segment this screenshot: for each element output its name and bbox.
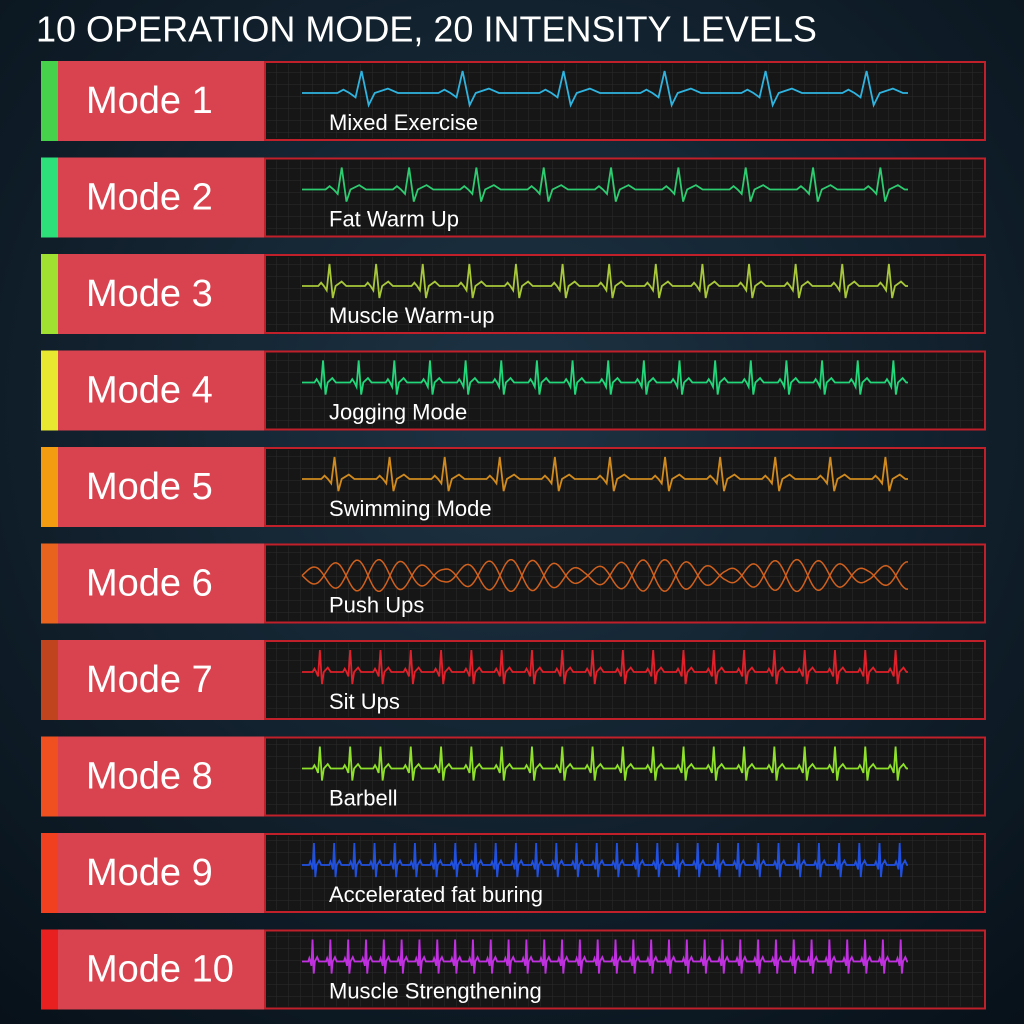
waveform [302,456,908,492]
mode-label: Mode 1 [86,80,213,122]
waveform [302,939,908,974]
mode-name: Accelerated fat buring [329,882,543,907]
mode-strip [41,254,58,334]
wave-grid [267,64,983,138]
mode-label: Mode 3 [86,273,213,315]
mode-label: Mode 10 [86,949,234,991]
mode-name: Push Ups [329,592,424,617]
mode-strip [41,543,58,624]
mode-name: Swimming Mode [329,496,492,521]
mode-label-box [58,833,265,913]
mode-name: Jogging Mode [329,399,467,424]
mode-label-box [58,640,265,720]
mode-name: Fat Warm Up [329,206,459,231]
waveform [302,263,908,299]
mode-strip [41,833,58,913]
wave-grid [267,257,983,331]
mode-name: Barbell [329,785,397,810]
mode-strip [41,929,58,1010]
waveform [302,70,908,108]
mode-label: Mode 8 [86,756,213,798]
wave-grid [267,450,983,524]
mode-label-box [58,736,265,817]
waveform [301,558,909,593]
wave-grid [267,836,983,910]
mode-strip [41,61,58,141]
mode-label-box [58,157,265,238]
waveform [302,649,908,685]
mode-label: Mode 2 [86,177,213,219]
title: 10 OPERATION MODE, 20 INTENSITY LEVELS [36,9,817,50]
mode-list: Mode 1 Mixed Exercise Mode 2 Fat Warm Up Mod… [41,61,986,1010]
mode-strip [41,157,58,238]
mode-label-box [58,447,265,527]
mode-strip [41,447,58,527]
mode-strip [41,736,58,817]
wave-grid [267,932,983,1007]
mode-label-box [58,350,265,431]
waveform [302,360,908,395]
mode-label-box [58,254,265,334]
waveform [302,746,908,781]
mode-label: Mode 4 [86,370,213,412]
mode-strip [41,350,58,431]
mode-strip [41,640,58,720]
mode-label-box [58,61,265,141]
mode-name: Muscle Warm-up [329,303,494,328]
waveform [301,558,909,593]
wave-grid [267,160,983,235]
mode-name: Muscle Strengthening [329,978,542,1003]
mode-label-box [58,929,265,1010]
mode-label: Mode 9 [86,852,213,894]
mode-label: Mode 6 [86,563,213,605]
waveform [302,842,908,878]
mode-label: Mode 7 [86,659,213,701]
waveform [302,167,908,202]
mode-name: Sit Ups [329,689,400,714]
wave-grid [267,353,983,428]
mode-label-box [58,543,265,624]
mode-name: Mixed Exercise [329,110,478,135]
mode-label: Mode 5 [86,466,213,508]
